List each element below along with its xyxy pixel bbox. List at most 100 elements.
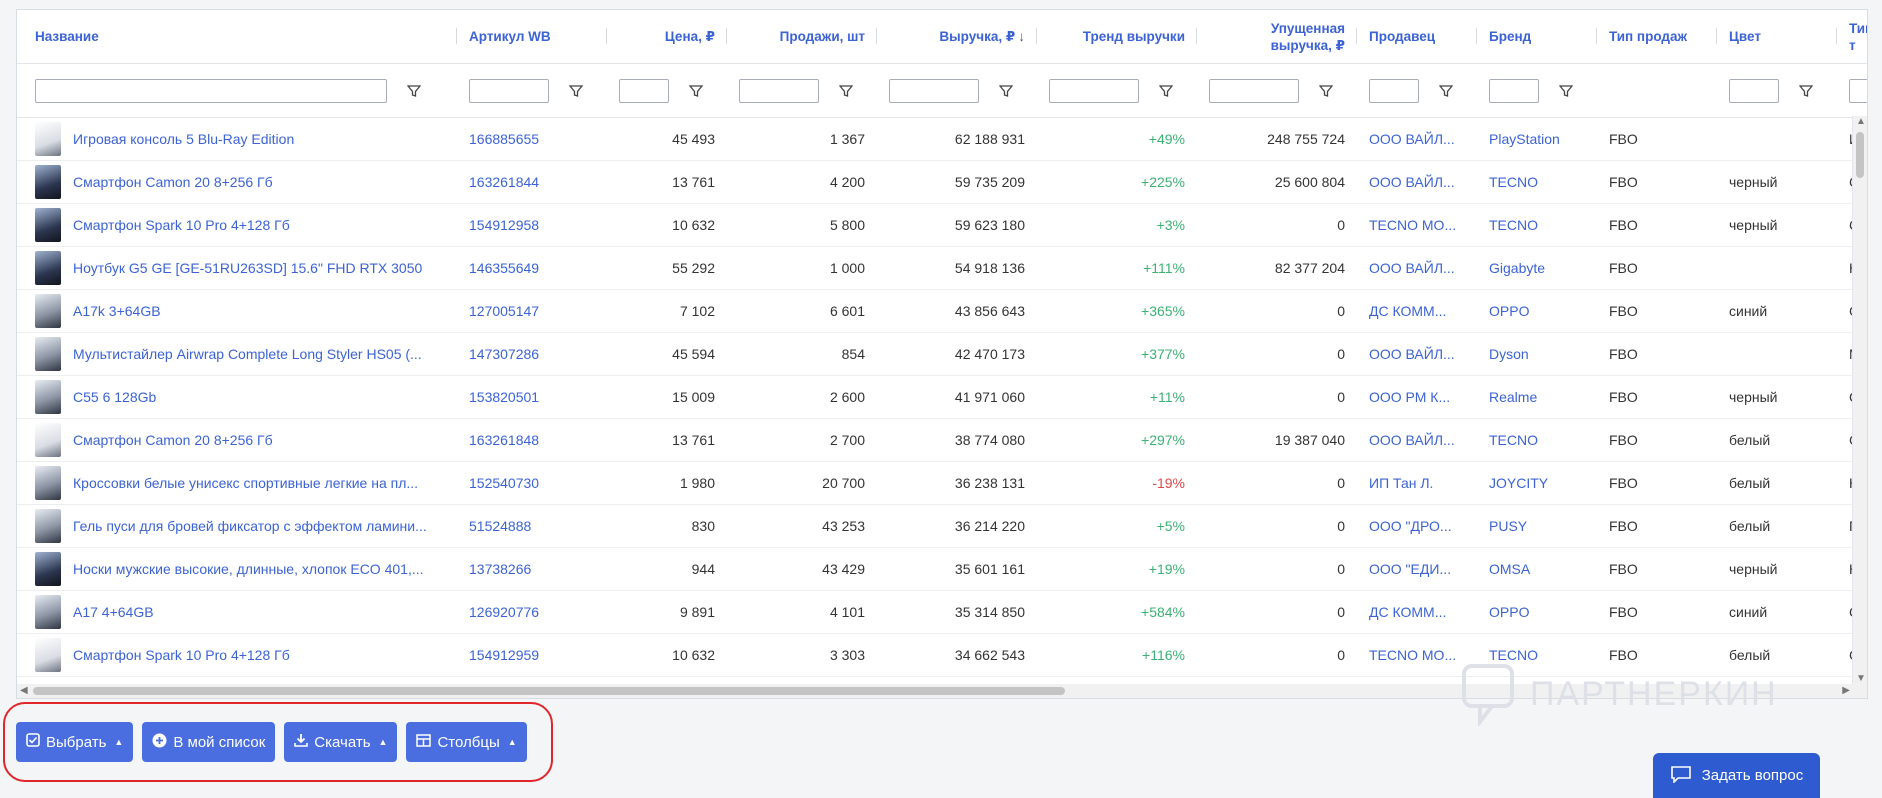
cell-brand[interactable]: JOYCITY: [1489, 475, 1549, 491]
cell-article[interactable]: 154912958: [469, 217, 540, 233]
column-header-article[interactable]: Артикул WB: [457, 10, 607, 63]
columns-button[interactable]: Столбцы ▲: [406, 722, 527, 762]
cell-brand[interactable]: Dyson: [1489, 346, 1529, 362]
filter-input-revenue[interactable]: [889, 78, 979, 103]
cell-name[interactable]: Кроссовки белые унисекс спортивные легки…: [17, 466, 457, 500]
filter-icon[interactable]: [689, 84, 703, 98]
scroll-down-icon[interactable]: ▼: [1856, 673, 1866, 684]
product-name-link[interactable]: Смартфон Camon 20 8+256 Гб: [73, 432, 273, 448]
table-row[interactable]: Кроссовки белые унисекс спортивные легки…: [17, 462, 1867, 505]
table-row[interactable]: C55 6 128Gb 153820501 15 009 2 600 41 971 06…: [17, 376, 1867, 419]
cell-article[interactable]: 126920776: [469, 604, 540, 620]
cell-brand[interactable]: Gigabyte: [1489, 260, 1546, 276]
product-name-link[interactable]: Ноутбук G5 GE [GE-51RU263SD] 15.6" FHD R…: [73, 260, 423, 276]
table-row[interactable]: Смартфон Camon 20 8+256 Гб 163261844 13 76…: [17, 161, 1867, 204]
filter-input-color[interactable]: [1729, 78, 1779, 103]
column-header-seller[interactable]: Продавец: [1357, 10, 1477, 63]
select-button[interactable]: Выбрать ▲: [16, 722, 134, 762]
column-header-color[interactable]: Цвет: [1717, 10, 1837, 63]
product-thumbnail[interactable]: [35, 423, 61, 457]
product-thumbnail[interactable]: [35, 638, 61, 672]
cell-seller[interactable]: ДС КОММ...: [1369, 303, 1447, 319]
table-row[interactable]: A17k 3+64GB 127005147 7 102 6 601 43 856 643…: [17, 290, 1867, 333]
product-name-link[interactable]: Мультистайлер Airwrap Complete Long Styl…: [73, 346, 422, 362]
product-thumbnail[interactable]: [35, 337, 61, 371]
filter-icon[interactable]: [407, 84, 421, 98]
cell-brand[interactable]: OMSA: [1489, 561, 1531, 577]
cell-article[interactable]: 166885655: [469, 131, 540, 147]
cell-article[interactable]: 13738266: [469, 561, 532, 577]
product-name-link[interactable]: Носки мужские высокие, длинные, хлопок E…: [73, 561, 424, 577]
vertical-scrollbar[interactable]: ▲ ▼: [1852, 116, 1867, 698]
cell-seller[interactable]: TECNO MO...: [1369, 217, 1457, 233]
cell-seller[interactable]: ИП Тан Л.: [1369, 475, 1434, 491]
column-separator[interactable]: [1356, 28, 1357, 44]
filter-input-sales[interactable]: [739, 78, 819, 103]
cell-brand[interactable]: TECNO: [1489, 217, 1538, 233]
cell-brand[interactable]: OPPO: [1489, 303, 1530, 319]
filter-input-name[interactable]: [35, 78, 387, 103]
cell-name[interactable]: Мультистайлер Airwrap Complete Long Styl…: [17, 337, 457, 371]
column-separator[interactable]: [1036, 28, 1037, 44]
cell-brand[interactable]: PUSY: [1489, 518, 1528, 534]
cell-name[interactable]: C55 6 128Gb: [17, 380, 457, 414]
cell-brand[interactable]: TECNO: [1489, 432, 1538, 448]
cell-brand[interactable]: OPPO: [1489, 604, 1530, 620]
filter-icon[interactable]: [1799, 84, 1813, 98]
cell-name[interactable]: Ноутбук G5 GE [GE-51RU263SD] 15.6" FHD R…: [17, 251, 457, 285]
horizontal-scrollbar[interactable]: ◀ ▶: [17, 684, 1853, 698]
filter-input-article[interactable]: [469, 78, 549, 103]
scroll-up-icon[interactable]: ▲: [1856, 116, 1866, 127]
product-thumbnail[interactable]: [35, 122, 61, 156]
table-row[interactable]: Мультистайлер Airwrap Complete Long Styl…: [17, 333, 1867, 376]
product-name-link[interactable]: C55 6 128Gb: [73, 389, 157, 405]
column-separator[interactable]: [1596, 28, 1597, 44]
filter-input-brand[interactable]: [1489, 78, 1539, 103]
cell-name[interactable]: Гель пуси для бровей фиксатор с эффектом…: [17, 509, 457, 543]
table-row[interactable]: Ноутбук G5 GE [GE-51RU263SD] 15.6" FHD R…: [17, 247, 1867, 290]
column-header-brand[interactable]: Бренд: [1477, 10, 1597, 63]
filter-icon[interactable]: [839, 84, 853, 98]
vertical-scroll-thumb[interactable]: [1856, 132, 1864, 178]
product-name-link[interactable]: A17k 3+64GB: [73, 303, 161, 319]
scroll-left-icon[interactable]: ◀: [20, 685, 28, 696]
column-separator[interactable]: [876, 28, 877, 44]
cell-article[interactable]: 51524888: [469, 518, 532, 534]
cell-seller[interactable]: ООО РМ К...: [1369, 389, 1451, 405]
cell-name[interactable]: Смартфон Spark 10 Pro 4+128 Гб: [17, 638, 457, 672]
product-name-link[interactable]: A17 4+64GB: [73, 604, 154, 620]
cell-article[interactable]: 146355649: [469, 260, 540, 276]
table-row[interactable]: Носки мужские высокие, длинные, хлопок E…: [17, 548, 1867, 591]
product-name-link[interactable]: Смартфон Spark 10 Pro 4+128 Гб: [73, 217, 290, 233]
cell-brand[interactable]: TECNO: [1489, 174, 1538, 190]
filter-icon[interactable]: [999, 84, 1013, 98]
product-thumbnail[interactable]: [35, 294, 61, 328]
filter-input-price[interactable]: [619, 78, 669, 103]
add-to-list-button[interactable]: В мой список: [142, 722, 276, 762]
filter-input-seller[interactable]: [1369, 78, 1419, 103]
filter-input-type[interactable]: [1849, 78, 1867, 103]
cell-article[interactable]: 154912959: [469, 647, 540, 663]
cell-name[interactable]: Игровая консоль 5 Blu-Ray Edition: [17, 122, 457, 156]
cell-brand[interactable]: TECNO: [1489, 647, 1538, 663]
table-row[interactable]: A17 4+64GB 126920776 9 891 4 101 35 314 850 +…: [17, 591, 1867, 634]
product-thumbnail[interactable]: [35, 595, 61, 629]
horizontal-scroll-thumb[interactable]: [33, 687, 1065, 695]
table-row[interactable]: Смартфон Spark 10 Pro 4+128 Гб 154912959 1…: [17, 634, 1867, 677]
scroll-right-icon[interactable]: ▶: [1842, 685, 1850, 696]
table-row[interactable]: Гель пуси для бровей фиксатор с эффектом…: [17, 505, 1867, 548]
column-header-lost[interactable]: Упущенная выручка, ₽: [1197, 10, 1357, 63]
table-row[interactable]: Игровая консоль 5 Blu-Ray Edition 1668856…: [17, 118, 1867, 161]
cell-seller[interactable]: ДС КОММ...: [1369, 604, 1447, 620]
filter-icon[interactable]: [1559, 84, 1573, 98]
sort-desc-icon[interactable]: ↓: [1018, 29, 1025, 44]
cell-article[interactable]: 153820501: [469, 389, 540, 405]
cell-seller[interactable]: ООО ВАЙЛ...: [1369, 432, 1455, 448]
cell-brand[interactable]: Realme: [1489, 389, 1538, 405]
column-header-name[interactable]: Название: [17, 10, 457, 63]
table-row[interactable]: Смартфон Spark 10 Pro 4+128 Гб 154912958 1…: [17, 204, 1867, 247]
cell-seller[interactable]: ООО ВАЙЛ...: [1369, 131, 1455, 147]
cell-seller[interactable]: ООО ВАЙЛ...: [1369, 346, 1455, 362]
cell-article[interactable]: 147307286: [469, 346, 540, 362]
product-thumbnail[interactable]: [35, 380, 61, 414]
